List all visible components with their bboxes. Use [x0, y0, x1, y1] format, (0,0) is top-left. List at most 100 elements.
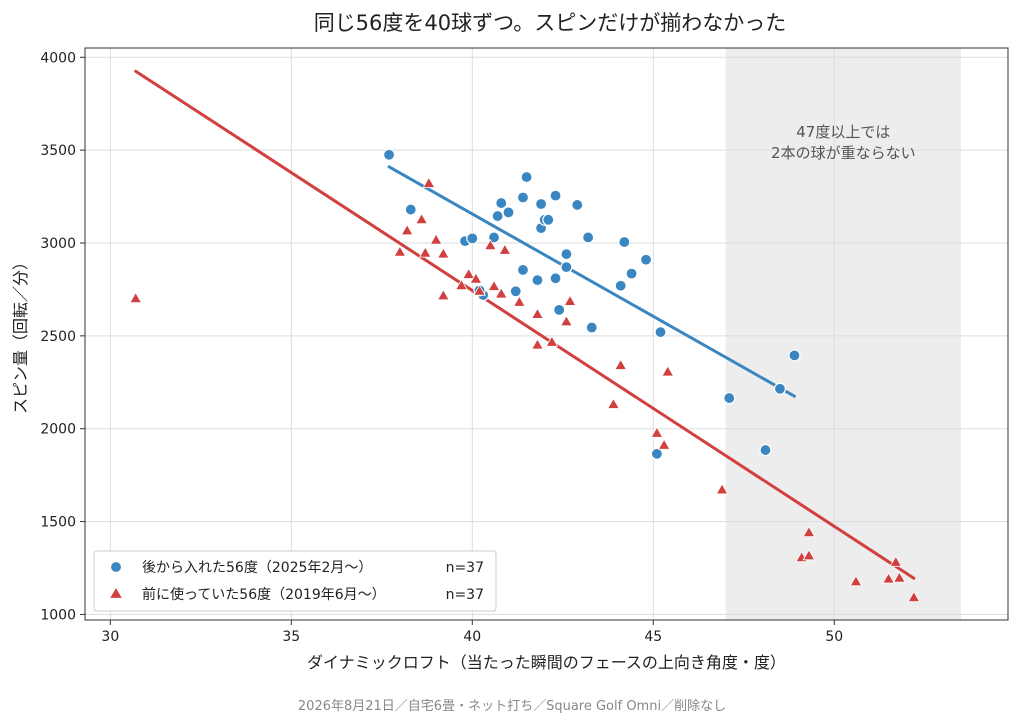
legend-count-series-2: n=37	[446, 587, 484, 603]
x-tick-label: 40	[463, 629, 481, 645]
data-point-series-1	[549, 189, 562, 202]
x-tick-label: 50	[825, 629, 843, 645]
y-axis-ticks: 1000 1500 2000 2500 3000 3500 4000	[40, 50, 85, 623]
legend-marker-series-2	[110, 588, 122, 598]
data-point-series-1	[495, 196, 508, 210]
y-tick-label: 2000	[40, 422, 76, 438]
plot-frame	[84, 47, 1009, 621]
data-point-series-1	[531, 274, 544, 287]
x-tick-label: 35	[282, 629, 300, 645]
data-point-series-1	[382, 148, 396, 161]
data-point-series-1	[491, 209, 504, 223]
footer-note: 2026年8月21日／自宅6畳・ネット打ち／Square Golf Omni／削…	[298, 699, 726, 714]
x-axis-ticks: 30 35 40 45 50	[101, 620, 843, 645]
data-point-series-1	[723, 391, 736, 405]
y-tick-label: 1500	[40, 515, 76, 531]
data-point-series-1	[404, 203, 417, 216]
data-point-series-2	[893, 571, 906, 583]
data-point-series-1	[466, 232, 479, 245]
data-point-series-2	[661, 365, 675, 377]
data-point-series-2	[907, 590, 921, 603]
fit-line-series-1	[387, 165, 796, 398]
y-axis-label: スピン量（回転／分）	[11, 254, 30, 414]
data-point-series-1	[520, 170, 533, 184]
y-tick-label: 3500	[40, 143, 76, 159]
legend-box	[93, 550, 497, 612]
grid-lines	[85, 48, 1008, 620]
data-point-series-1	[560, 261, 573, 274]
y-tick-label: 4000	[40, 50, 76, 66]
data-point-series-1	[654, 326, 667, 339]
data-point-series-2	[429, 233, 443, 245]
data-point-series-2	[849, 575, 863, 587]
data-point-series-2	[614, 358, 628, 370]
data-point-series-2	[487, 279, 501, 291]
data-point-series-2	[415, 212, 429, 225]
legend-label-series-1: 後から入れた56度（2025年2月〜）	[142, 560, 372, 576]
data-point-series-1	[788, 349, 801, 362]
data-point-series-2	[563, 294, 577, 306]
data-point-series-1	[502, 206, 515, 219]
data-point-series-1	[618, 235, 631, 249]
x-tick-label: 30	[101, 629, 119, 645]
data-point-series-2	[607, 397, 620, 409]
data-point-series-2	[436, 289, 450, 301]
data-point-series-2	[882, 572, 895, 584]
shaded-region	[725, 48, 961, 620]
data-point-series-1	[553, 303, 566, 316]
data-point-series-1	[625, 267, 638, 280]
shaded-region-annotation-line1: 47度以上では	[796, 123, 890, 141]
data-point-series-2	[531, 307, 544, 319]
data-points	[129, 148, 921, 603]
shaded-region-annotation-line2: 2本の球が重ならない	[771, 144, 916, 162]
y-tick-label: 2500	[40, 329, 76, 345]
data-point-series-2	[715, 483, 729, 495]
data-point-series-2	[462, 267, 476, 279]
data-point-series-2	[545, 335, 559, 347]
data-point-series-2	[436, 247, 450, 259]
x-tick-label: 45	[644, 629, 662, 645]
data-point-series-2	[512, 295, 526, 307]
y-tick-label: 1000	[40, 607, 76, 623]
data-point-series-2	[657, 438, 671, 450]
data-point-series-1	[614, 279, 627, 292]
data-point-series-1	[487, 231, 501, 244]
data-point-series-2	[802, 525, 816, 538]
fit-line-series-2	[134, 69, 916, 580]
x-axis-label: ダイナミックロフト（当たった瞬間のフェースの上向き角度・度）	[307, 653, 786, 672]
data-point-series-2	[418, 246, 432, 258]
data-point-series-1	[516, 191, 530, 204]
data-point-series-2	[455, 278, 468, 291]
chart-title: 同じ56度を40球ずつ。スピンだけが揃わなかった	[314, 11, 787, 35]
data-point-series-2	[531, 338, 544, 350]
data-point-series-1	[560, 248, 573, 261]
fit-lines	[134, 69, 916, 580]
data-point-series-2	[889, 555, 903, 567]
data-point-series-1	[509, 285, 522, 298]
data-point-series-1	[585, 321, 598, 334]
data-point-series-1	[650, 447, 663, 460]
data-point-series-1	[542, 213, 555, 226]
data-point-series-2	[400, 224, 414, 236]
data-point-series-1	[773, 382, 787, 395]
data-point-series-2	[129, 291, 143, 304]
data-point-series-1	[639, 253, 653, 266]
data-point-series-2	[560, 315, 573, 327]
data-point-series-1	[516, 263, 530, 277]
legend-count-series-1: n=37	[446, 560, 484, 576]
y-tick-label: 3000	[40, 236, 76, 252]
data-point-series-1	[549, 272, 562, 285]
data-point-series-2	[473, 284, 486, 296]
data-point-series-2	[469, 272, 483, 284]
data-point-series-2	[484, 238, 497, 251]
legend-marker-series-1	[109, 560, 123, 574]
data-point-series-2	[802, 549, 816, 561]
data-point-series-2	[422, 176, 436, 188]
data-point-series-1	[759, 443, 772, 457]
data-point-series-1	[571, 198, 584, 212]
data-point-series-2	[494, 287, 508, 299]
legend-label-series-2: 前に使っていた56度（2019年6月〜）	[142, 586, 386, 603]
legend: 後から入れた56度（2025年2月〜） n=37 前に使っていた56度（2019年6…	[93, 550, 497, 612]
data-point-series-2	[498, 243, 512, 255]
